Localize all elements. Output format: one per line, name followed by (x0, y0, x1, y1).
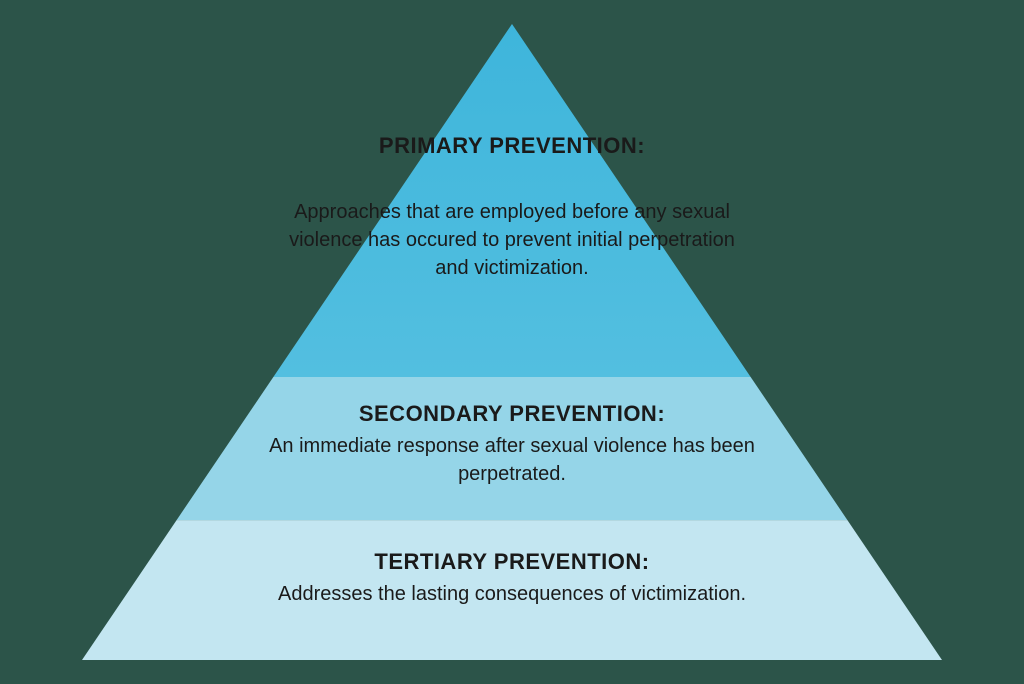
tier-3-description: Addresses the lasting consequences of vi… (162, 580, 862, 608)
tier-2-description: An immediate response after sexual viole… (232, 432, 792, 488)
tier-1-title: PRIMARY PREVENTION: (0, 130, 1024, 162)
tier-3-title: TERTIARY PREVENTION: (0, 546, 1024, 578)
tier-2-title: SECONDARY PREVENTION: (0, 398, 1024, 430)
tier-1-description: Approaches that are employed before any … (272, 198, 752, 282)
